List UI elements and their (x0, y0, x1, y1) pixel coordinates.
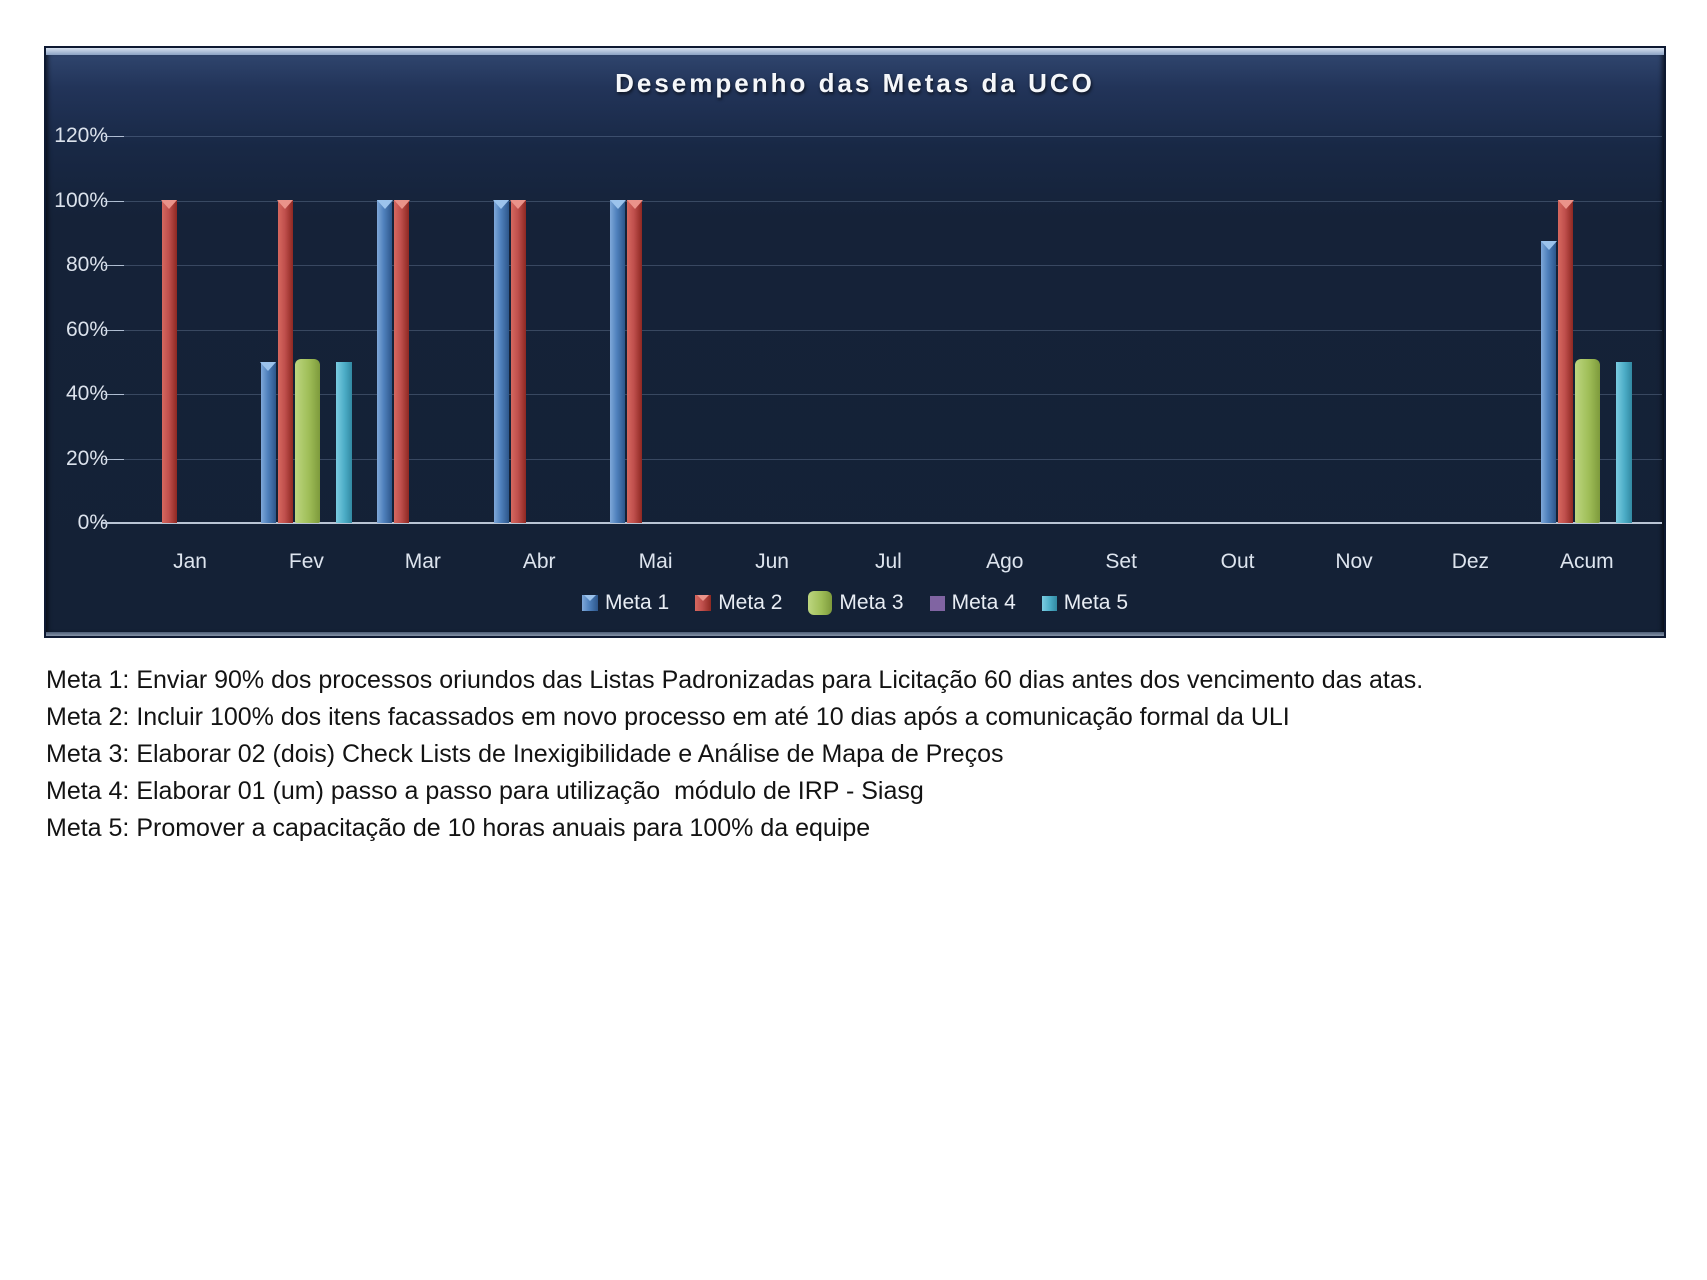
meta-note-line-4: Meta 4: Elaborar 01 (um) passo a passo p… (46, 777, 924, 805)
x-tick-label-nov: Nov (1335, 550, 1373, 573)
bar-slot (335, 362, 352, 523)
meta-note-line-2: Meta 2: Incluir 100% dos itens facassado… (46, 703, 1290, 731)
x-axis-line (102, 522, 1662, 524)
bar-slot (277, 200, 293, 523)
bar-slot (377, 200, 393, 523)
legend-label: Meta 3 (839, 591, 904, 614)
bar-slot (610, 200, 626, 523)
bar-slot (493, 200, 509, 523)
bar-group-mar (377, 200, 468, 523)
chart-panel: Desempenho das Metas da UCO 0% 20% 40% 60% 8… (44, 46, 1666, 638)
x-tick-label-mai: Mai (638, 550, 673, 573)
bar-meta3-acum (1575, 359, 1601, 523)
bar-meta2-mar (394, 200, 410, 523)
meta-note-line-3: Meta 3: Elaborar 02 (dois) Check Lists d… (46, 740, 1004, 768)
gridline-20% (114, 458, 1662, 460)
gridline-tick-80% (104, 265, 124, 266)
bar-meta1-mar (377, 200, 393, 523)
y-tick-label: 0% (77, 511, 108, 534)
gridline-40% (114, 394, 1662, 395)
bar-slot (1558, 200, 1574, 523)
x-tick-label-jun: Jun (755, 550, 789, 573)
legend-marker-meta5-icon (1041, 595, 1057, 611)
gridline-tick-100% (104, 200, 124, 202)
gridline-tick-40% (104, 394, 124, 395)
bar-meta5-acum (1616, 362, 1633, 523)
legend-item-meta5: Meta 5 (1041, 591, 1128, 615)
bar-meta2-acum (1558, 200, 1574, 523)
legend-marker-meta3-icon (808, 591, 833, 615)
x-tick-label-jul: Jul (874, 550, 902, 573)
bar-slot (394, 200, 410, 523)
gridline-100% (114, 200, 1662, 202)
legend-label: Meta 4 (951, 591, 1016, 614)
bar-slot (510, 200, 526, 523)
y-tick-label: 120% (54, 124, 108, 147)
plot-area (102, 136, 1662, 524)
x-tick-label-fev: Fev (288, 550, 324, 573)
bar-meta1-fev (260, 362, 276, 523)
y-axis-labels: 0% 20% 40% 60% 80% 100% 120% (54, 124, 108, 534)
bar-group-fev (260, 200, 352, 523)
y-tick-label: 40% (65, 382, 108, 405)
y-tick-label: 60% (65, 317, 108, 341)
legend-marker-meta1-icon (581, 595, 598, 611)
bar-meta1-abr (493, 200, 509, 523)
bar-slot (294, 359, 320, 523)
gridline-80% (114, 265, 1662, 266)
bar-group-mai (610, 200, 701, 523)
x-tick-label-out: Out (1220, 550, 1255, 573)
bar-meta2-jan (161, 200, 177, 523)
y-tick-label: 100% (54, 188, 108, 212)
meta-note-line-1: Meta 1: Enviar 90% dos processos oriundo… (46, 666, 1424, 694)
bar-group-acum (1541, 200, 1633, 523)
gridline-tick-60% (104, 329, 124, 331)
chart-title: Desempenho das Metas da UCO (615, 68, 1095, 98)
bar-slot (1575, 359, 1601, 523)
meta-notes: Meta 1: Enviar 90% dos processos oriundo… (46, 662, 1423, 847)
bar-slot (161, 200, 177, 523)
x-tick-label-dez: Dez (1451, 550, 1490, 573)
bar-meta3-fev (294, 359, 320, 523)
bar-slot (1616, 362, 1633, 523)
gridline-tick-20% (104, 458, 124, 460)
legend-item-meta4: Meta 4 (929, 591, 1016, 615)
bar-meta5-fev (335, 362, 352, 523)
meta-note-line-5: Meta 5: Promover a capacitação de 10 hor… (46, 814, 871, 842)
x-tick-label-abr: Abr (522, 550, 556, 573)
bar-slot (260, 362, 276, 523)
x-tick-label-set: Set (1105, 550, 1137, 573)
bar-slot (1541, 241, 1557, 523)
bar-meta1-acum (1541, 241, 1557, 523)
legend-label: Meta 5 (1063, 591, 1128, 614)
y-tick-label: 80% (65, 253, 108, 276)
legend-item-meta1: Meta 1 (581, 591, 670, 615)
y-tick-label: 20% (65, 446, 108, 470)
chart-legend: Meta 1 Meta 2 Meta 3 Meta 4 Meta 5 (46, 591, 1664, 615)
x-tick-label-ago: Ago (986, 550, 1024, 573)
bar-meta2-fev (277, 200, 293, 523)
gridline-120% (114, 136, 1662, 137)
legend-marker-meta2-icon (695, 595, 712, 611)
legend-marker-meta4-icon (929, 595, 945, 611)
x-tick-label-acum: Acum (1559, 550, 1614, 573)
chart-bottom-strip (46, 632, 1664, 636)
chart-gloss-band (46, 48, 1664, 55)
gridline-tick-120% (104, 136, 124, 137)
legend-label: Meta 1 (604, 591, 670, 614)
bar-slot (627, 200, 643, 523)
x-tick-label-jan: Jan (173, 550, 207, 573)
gridline-60% (114, 329, 1662, 331)
legend-item-meta3: Meta 3 (808, 591, 904, 615)
legend-item-meta2: Meta 2 (695, 591, 782, 615)
bar-meta2-abr (510, 200, 526, 523)
bar-group-abr (493, 200, 585, 523)
bar-group-jan (145, 200, 236, 523)
bar-meta1-mai (610, 200, 626, 523)
bar-meta2-mai (627, 200, 643, 523)
x-tick-label-mar: Mar (404, 550, 441, 573)
legend-label: Meta 2 (718, 591, 783, 614)
